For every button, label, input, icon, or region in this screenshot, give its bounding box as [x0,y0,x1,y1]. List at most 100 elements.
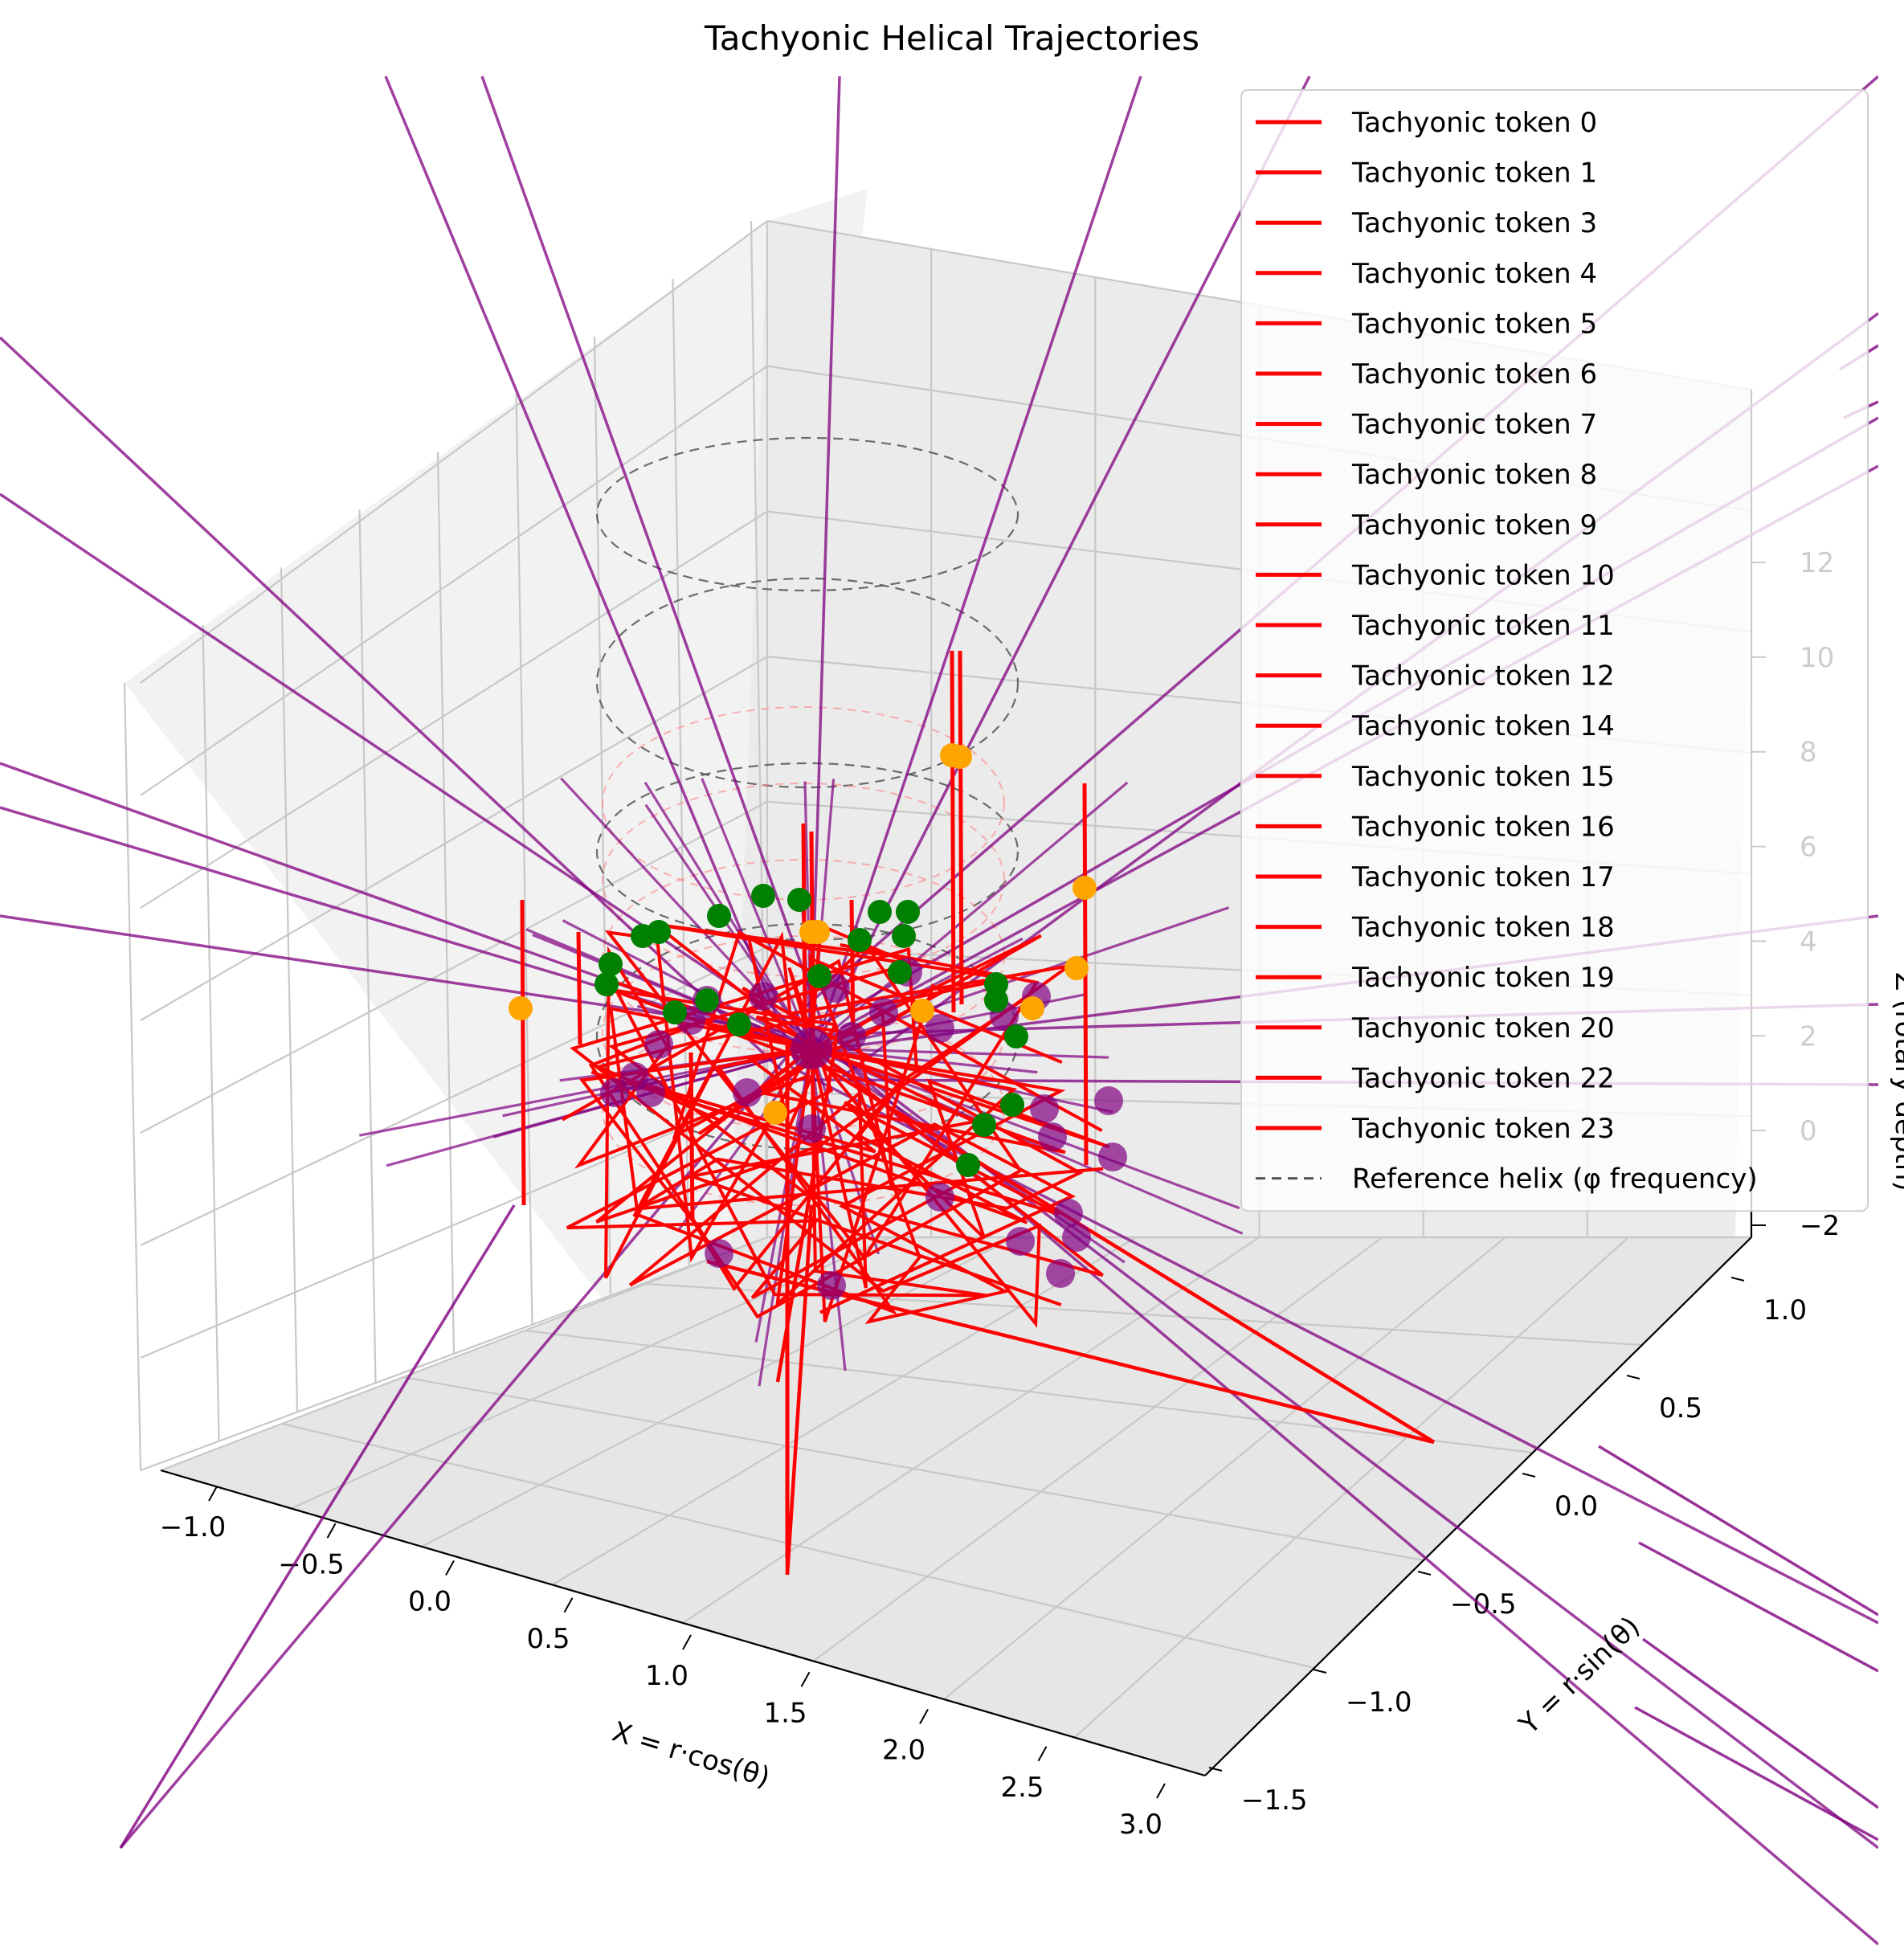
red-spike [520,899,526,1206]
chart-title: Tachyonic Helical Trajectories [704,18,1199,58]
phase-marker-green [892,924,916,948]
legend-entry: Tachyonic token 3 [1351,207,1597,239]
y-tick-label: −0.5 [1450,1588,1517,1621]
tachyon-shell-loop [602,783,1005,977]
phase-marker-green [972,1113,996,1137]
grid-line [281,1422,1315,1670]
grid-line [551,1237,1137,1586]
purple-spoke [701,778,813,1049]
phase-marker-purple [1038,1122,1067,1151]
x-tick [1156,1783,1166,1799]
pane-back-left [125,189,868,1454]
trajectory-layer [0,75,1878,1946]
y-tick [1313,1669,1327,1674]
red-streak [775,1044,838,1383]
legend-entry: Tachyonic token 5 [1351,308,1597,340]
phase-marker-green [848,928,872,952]
grid-line [140,365,768,796]
y-axis-label: Y = r·sin(θ) [1513,1611,1646,1742]
grid-line [123,682,142,1471]
phase-marker-green [787,888,811,912]
phase-marker-green [807,964,831,988]
phase-marker-green [956,1153,980,1177]
grid-line [140,1236,768,1472]
purple-ray [814,76,1311,1048]
phase-marker-purple [797,1114,826,1143]
x-tick [682,1634,692,1650]
phase-marker-purple [705,1239,733,1268]
x-tick-label: 2.0 [882,1735,925,1767]
grid-line [436,452,456,1355]
y-tick-label: 0.5 [1659,1392,1702,1425]
phase-marker-green [984,988,1008,1012]
legend-box [1240,89,1869,1212]
x-tick [563,1597,574,1613]
phase-marker-purple [1098,1143,1127,1171]
phase-marker-purple [1006,1227,1035,1256]
x-tick [208,1486,218,1502]
legend-entry-reference: Reference helix (φ frequency) [1352,1163,1758,1196]
phase-marker-green [707,904,731,928]
phase-marker-purple [925,1183,954,1212]
y-tick [1522,1473,1536,1478]
phase-marker-purple [1062,1223,1091,1252]
reference-helix-loop [595,577,1019,789]
grid-line [140,656,768,1021]
grid-line [524,1329,1534,1454]
phase-marker-purple [791,1028,832,1069]
legend-entry: Tachyonic token 20 [1351,1012,1615,1044]
x-tick-label: 1.0 [645,1660,688,1692]
phase-marker-green [647,920,671,944]
legend-entry: Tachyonic token 1 [1351,157,1597,190]
legend-entry: Tachyonic token 22 [1351,1062,1615,1094]
x-tick-label: −0.5 [278,1548,345,1580]
grid-line [812,1237,1383,1662]
purple-ray [480,76,823,1022]
red-spike [849,899,856,1037]
grid-line [402,1376,1424,1562]
y-tick [1417,1571,1432,1576]
phase-marker-purple [644,1030,673,1059]
purple-ray [821,76,1142,1028]
red-streak [785,1204,814,1576]
phase-marker-green [727,1012,751,1036]
phase-marker-purple [1030,1094,1059,1123]
legend-entry: Tachyonic token 23 [1351,1113,1615,1145]
phase-marker-purple [817,1271,846,1300]
x-tick [445,1560,455,1576]
phase-marker-green [599,952,623,976]
grid-line [943,1237,1506,1700]
x-tick-label: −1.0 [160,1511,227,1543]
y-tick [1626,1375,1640,1380]
purple-spoke [811,1047,1240,1210]
phase-marker-orange [1020,996,1044,1020]
y-tick-label: −1.0 [1346,1686,1412,1719]
grid-line [140,800,768,1134]
phase-marker-purple [1054,1199,1083,1228]
x-tick-label: 2.5 [1000,1772,1044,1804]
phase-marker-orange [1073,876,1097,900]
phase-marker-green [695,988,719,1012]
phase-marker-green [888,960,912,984]
phase-marker-orange [806,920,830,944]
grid-line [160,1236,768,1472]
legend-entry: Tachyonic token 0 [1351,107,1597,139]
x-tick-label: 3.0 [1119,1809,1162,1841]
x-axis-line [160,1469,1206,1777]
y-tick-label: 1.0 [1763,1294,1807,1326]
phase-marker-green [1000,1093,1024,1117]
grid-line [358,509,377,1384]
z-axis-label: Z (rotary depth) [1889,972,1904,1192]
phase-marker-purple [837,1022,866,1051]
phase-marker-purple [1094,1086,1123,1115]
red-spike [688,1052,695,1222]
purple-segment [1634,1706,1878,1842]
purple-spoke [811,1047,1038,1074]
x-tick-label: 1.5 [763,1697,807,1729]
phase-marker-orange [763,1101,787,1125]
reference-helix-loop [595,436,1019,592]
phase-marker-orange [948,745,972,769]
phase-marker-purple [1046,1259,1075,1288]
purple-spoke [386,1047,812,1167]
